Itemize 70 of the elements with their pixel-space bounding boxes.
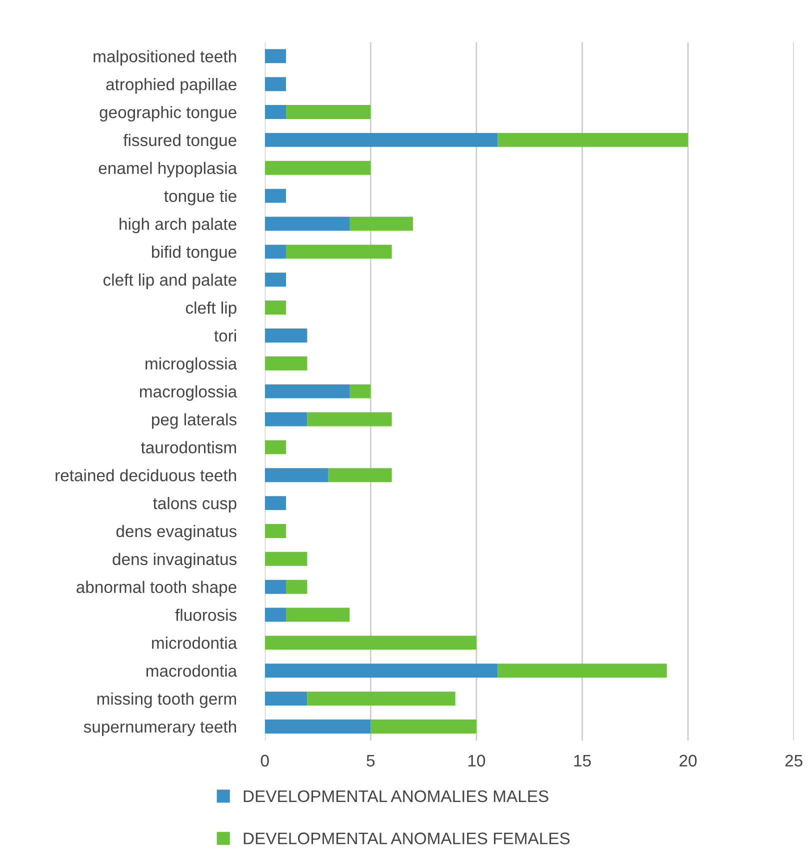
y-tick-label: supernumerary teeth: [84, 720, 236, 736]
bar: [264, 105, 286, 119]
bar: [498, 664, 667, 678]
bar: [264, 608, 286, 622]
x-tick-label: 5: [366, 754, 375, 767]
bar: [264, 160, 371, 175]
x-tick-label: 0: [260, 754, 269, 767]
x-tick-label: 10: [468, 754, 486, 767]
bar: [264, 692, 308, 706]
bar: [264, 132, 498, 147]
bar: [264, 636, 476, 650]
x-tick-label: 15: [574, 754, 591, 767]
y-tick-label: malpositioned teeth: [94, 50, 236, 66]
y-tick-label: cleft lip and palate: [103, 274, 236, 290]
x-tick-label: 25: [785, 754, 802, 767]
bar: [264, 580, 286, 594]
y-tick-label: macroglossia: [140, 385, 238, 401]
y-tick-label: enamel hypoplasia: [98, 162, 238, 178]
legend-label: DEVELOPMENTAL ANOMALIES FEMALES: [244, 832, 570, 844]
bar: [286, 608, 350, 622]
bar: [264, 328, 308, 342]
y-tick-label: dens evaginatus: [116, 524, 236, 540]
y-tick-label: dens invaginatus: [112, 552, 236, 568]
bar: [264, 188, 286, 203]
y-tick-label: retained deciduous teeth: [56, 469, 236, 482]
y-tick-label: geographic tongue: [100, 106, 236, 122]
bar: [370, 720, 476, 734]
legend-label: DEVELOPMENTAL ANOMALIES MALES: [244, 790, 548, 802]
bar: [350, 384, 371, 398]
bar: [264, 216, 350, 231]
bar: [307, 412, 392, 426]
bar: [286, 244, 392, 259]
y-tick-label: high arch palate: [120, 218, 236, 234]
bar: [264, 468, 328, 482]
bar: [307, 692, 456, 706]
bar: [286, 580, 308, 594]
y-tick-label: talons cusp: [153, 497, 236, 513]
bar: [264, 356, 308, 370]
bar: [264, 244, 286, 259]
y-tick-label: fluorosis: [175, 608, 236, 621]
y-tick-label: cleft lip: [186, 301, 236, 318]
bar: [328, 468, 392, 482]
y-tick-label: peg laterals: [152, 413, 236, 429]
bar: [264, 384, 350, 398]
bar: [264, 440, 286, 454]
bar: [350, 216, 413, 231]
y-tick-label: microdontia: [152, 636, 238, 649]
y-tick-label: bifid tongue: [152, 246, 236, 262]
bar: [264, 524, 286, 538]
bar: [264, 49, 286, 64]
bar: [264, 77, 286, 92]
bar: [264, 496, 286, 510]
y-tick-label: tongue tie: [164, 190, 236, 206]
y-tick-label: missing tooth germ: [97, 692, 236, 708]
y-tick-label: tori: [214, 329, 236, 342]
bar: [264, 552, 308, 566]
y-tick-label: atrophied papillae: [106, 78, 236, 94]
bar: [264, 272, 286, 287]
bar: [286, 105, 371, 119]
x-tick-label: 20: [680, 754, 697, 767]
y-tick-label: taurodontism: [141, 441, 236, 454]
y-tick-label: fissured tongue: [123, 134, 236, 150]
y-tick-label: abnormal tooth shape: [76, 580, 236, 596]
y-tick-label: microglossia: [146, 357, 238, 373]
bar: [264, 664, 498, 678]
y-tick-label: macrodontia: [146, 664, 238, 677]
bar: [498, 132, 688, 147]
bar: [264, 720, 371, 734]
bar: [264, 300, 286, 315]
bar: [264, 412, 308, 426]
